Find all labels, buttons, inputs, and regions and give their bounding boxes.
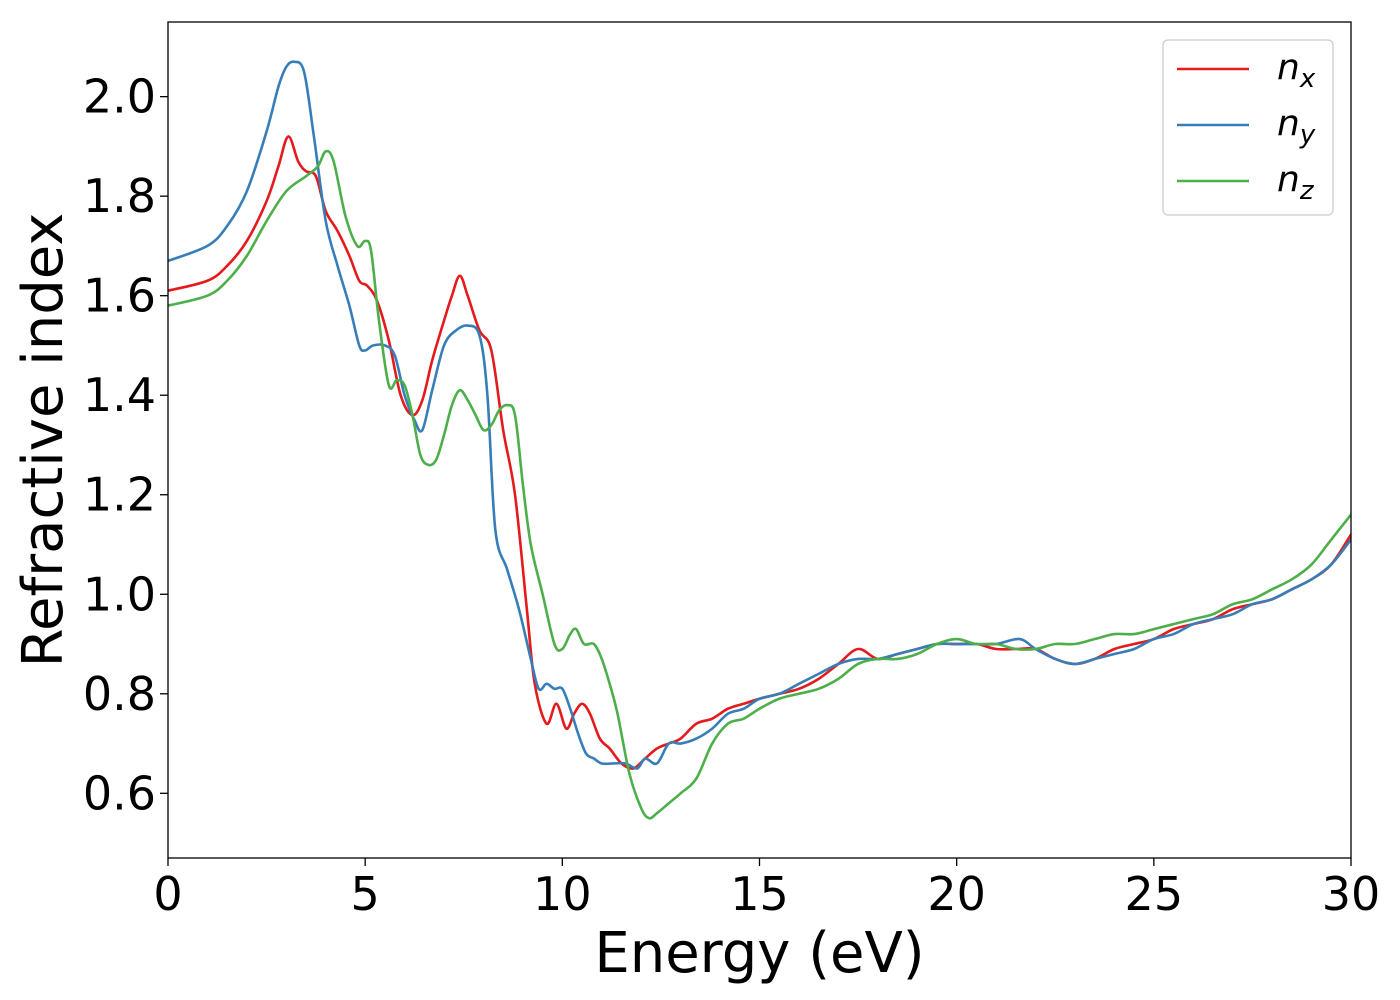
y-axis-label: Refractive index <box>11 213 76 668</box>
series-layer <box>168 60 1351 820</box>
x-tick-label: 0 <box>153 867 182 921</box>
y-tick-label: 1.0 <box>83 567 156 621</box>
y-axis-ticks: 0.6 0.8 1.0 1.2 1.4 1.6 1.8 2.0 <box>83 70 168 820</box>
y-tick-label: 1.6 <box>83 269 156 323</box>
y-tick-label: 1.4 <box>83 368 156 422</box>
x-tick-label: 20 <box>927 867 986 921</box>
legend-label-x: nx <box>1277 47 1316 94</box>
y-tick-label: 2.0 <box>83 70 156 124</box>
y-tick-label: 1.8 <box>83 169 156 223</box>
series-line-x <box>168 135 1351 770</box>
x-tick-label: 5 <box>351 867 380 921</box>
y-tick-label: 0.6 <box>83 766 156 820</box>
x-axis-ticks: 0 5 10 15 20 25 30 <box>153 858 1380 921</box>
x-tick-label: 25 <box>1125 867 1184 921</box>
x-tick-label: 30 <box>1322 867 1381 921</box>
series-line-z <box>168 149 1351 820</box>
x-axis-label: Energy (eV) <box>594 921 924 986</box>
x-tick-label: 10 <box>533 867 592 921</box>
legend-label-y: ny <box>1277 103 1316 150</box>
legend: nx ny nz <box>1162 39 1334 216</box>
legend-label-z: nz <box>1277 159 1315 206</box>
legend-box <box>1162 39 1334 216</box>
x-tick-label: 15 <box>730 867 789 921</box>
series-line-y <box>168 60 1351 770</box>
y-tick-label: 0.8 <box>83 667 156 721</box>
y-tick-label: 1.2 <box>83 468 156 522</box>
